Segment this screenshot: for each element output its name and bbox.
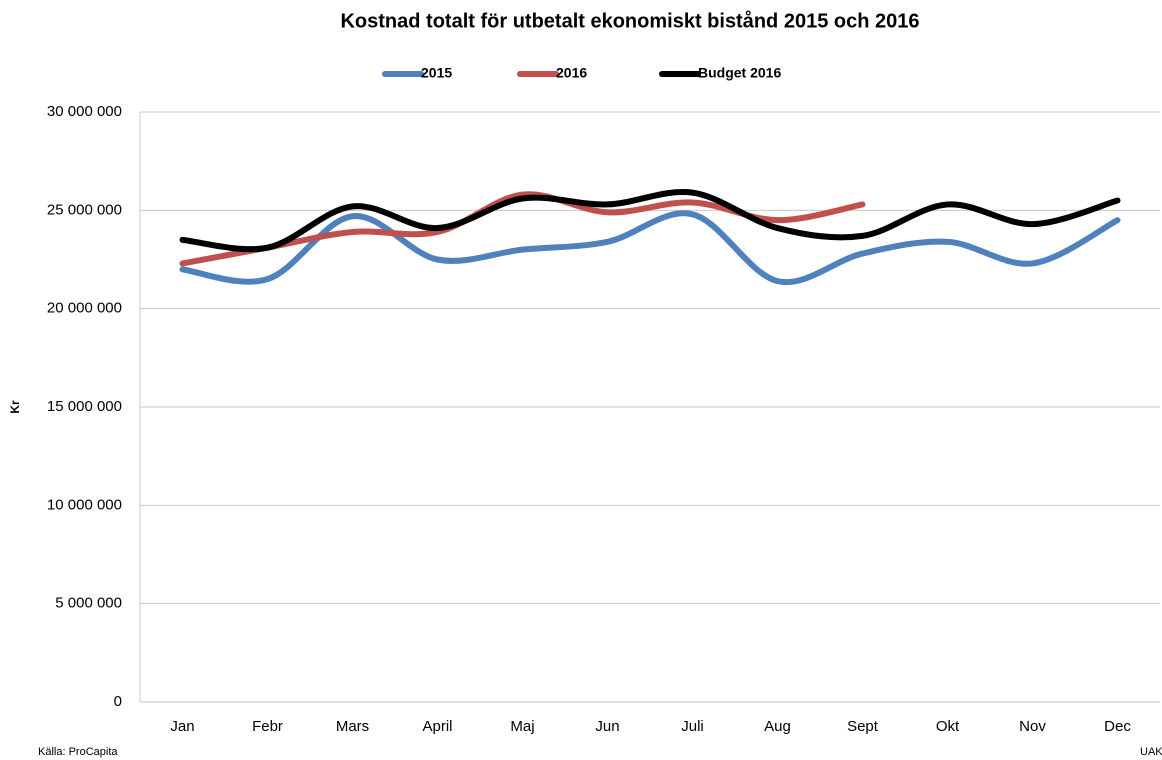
x-tick-label: Jan <box>170 718 194 735</box>
x-tick-label: Maj <box>510 718 534 735</box>
chart-title: Kostnad totalt för utbetalt ekonomiskt b… <box>340 9 919 32</box>
y-tick-label: 0 <box>114 693 122 710</box>
source: Källa: ProCapita <box>38 746 118 758</box>
y-tick-label: 10 000 000 <box>47 496 122 513</box>
x-tick-label: Nov <box>1019 718 1046 735</box>
y-tick-label: 30 000 000 <box>47 103 122 120</box>
legend-label: Budget 2016 <box>698 65 781 81</box>
series-line <box>179 188 1121 253</box>
y-tick-label: 15 000 000 <box>47 398 122 415</box>
y-tick-label: 5 000 000 <box>55 595 122 612</box>
x-tick-label: Dec <box>1104 718 1131 735</box>
y-tick-label: 25 000 000 <box>47 201 122 218</box>
x-tick-label: Okt <box>936 718 960 735</box>
footer: UAK <box>1140 746 1162 758</box>
x-tick-label: Mars <box>336 718 369 735</box>
y-tick-label: 20 000 000 <box>47 300 122 317</box>
x-tick-label: Jun <box>595 718 619 735</box>
series-line <box>179 191 866 267</box>
x-tick-label: Aug <box>764 718 791 735</box>
x-tick-label: Febr <box>252 718 283 735</box>
x-tick-label: Sept <box>847 718 879 735</box>
x-tick-label: April <box>422 718 452 735</box>
legend-label: 2016 <box>556 65 587 81</box>
series-line <box>179 210 1121 286</box>
x-tick-label: Juli <box>681 718 704 735</box>
legend-label: 2015 <box>421 65 452 81</box>
y-axis-label: Kr <box>8 400 22 414</box>
